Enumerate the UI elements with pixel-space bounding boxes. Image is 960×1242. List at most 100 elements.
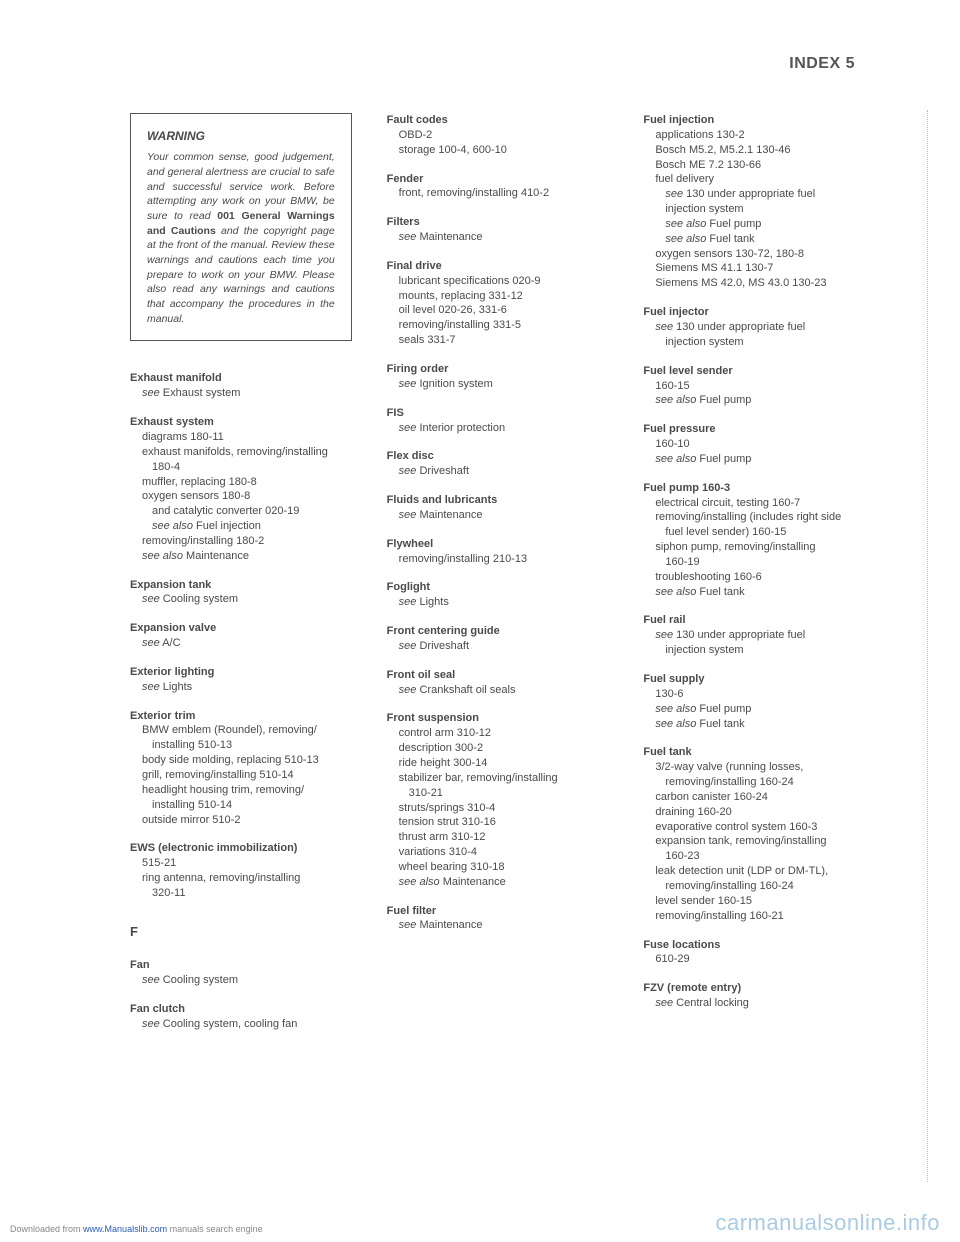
index-entry-line: struts/springs 310-4 bbox=[387, 801, 609, 816]
index-entry-line: see Lights bbox=[387, 595, 609, 610]
index-entry-line: see Maintenance bbox=[387, 508, 609, 523]
index-entry: Fenderfront, removing/installing 410-2 bbox=[387, 172, 609, 202]
index-entry: Front suspensioncontrol arm 310-12descri… bbox=[387, 711, 609, 889]
index-entry-line: diagrams 180-11 bbox=[130, 430, 352, 445]
index-see-target: Lights bbox=[160, 681, 192, 693]
index-entry-line: see Driveshaft bbox=[387, 639, 609, 654]
index-entry-title: Fuel pressure bbox=[643, 422, 865, 437]
index-entry-line: level sender 160-15 bbox=[643, 894, 865, 909]
index-see-ref: see bbox=[399, 422, 417, 434]
index-see-ref: see bbox=[142, 637, 160, 649]
index-entry-line: 130-6 bbox=[643, 687, 865, 702]
index-entry-line: installing 510-13 bbox=[130, 738, 352, 753]
index-entry-title: FIS bbox=[387, 406, 609, 421]
index-entry-line: see also Fuel pump bbox=[643, 452, 865, 467]
index-see-target: Driveshaft bbox=[416, 465, 469, 477]
index-entry: Filterssee Maintenance bbox=[387, 215, 609, 245]
index-see-ref: see bbox=[399, 684, 417, 696]
index-entry: Fuel pump 160-3electrical circuit, testi… bbox=[643, 481, 865, 600]
index-entry: FZV (remote entry)see Central locking bbox=[643, 981, 865, 1011]
index-see-target: 130 under appropriate fuel bbox=[673, 629, 805, 641]
index-entry-line: storage 100-4, 600-10 bbox=[387, 143, 609, 158]
index-see-ref: see also bbox=[655, 586, 696, 598]
index-see-ref: see bbox=[399, 919, 417, 931]
footer-text: Downloaded from www.Manualslib.com manua… bbox=[10, 1224, 263, 1234]
index-entry-line: see Crankshaft oil seals bbox=[387, 683, 609, 698]
watermark: carmanualsonline.info bbox=[715, 1210, 940, 1236]
index-see-target: Maintenance bbox=[416, 231, 482, 243]
index-entry-line: see Ignition system bbox=[387, 377, 609, 392]
index-entry: Fuel pressure160-10see also Fuel pump bbox=[643, 422, 865, 467]
index-entry-title: Flywheel bbox=[387, 537, 609, 552]
index-see-target: Lights bbox=[416, 596, 448, 608]
index-see-target: Fuel tank bbox=[696, 718, 744, 730]
index-entry-line: draining 160-20 bbox=[643, 805, 865, 820]
index-entry-title: Filters bbox=[387, 215, 609, 230]
index-entry-line: see 130 under appropriate fuel bbox=[643, 628, 865, 643]
index-entry-title: Fan bbox=[130, 958, 352, 973]
index-entry-title: Front suspension bbox=[387, 711, 609, 726]
index-entry-line: stabilizer bar, removing/installing bbox=[387, 771, 609, 786]
index-entry-line: see Cooling system bbox=[130, 592, 352, 607]
index-entry-title: EWS (electronic immobilization) bbox=[130, 841, 352, 856]
index-entry: Fuel injectorsee 130 under appropriate f… bbox=[643, 305, 865, 350]
index-see-target: 130 under appropriate fuel bbox=[683, 188, 815, 200]
index-entry-title: Front oil seal bbox=[387, 668, 609, 683]
index-entry-line: expansion tank, removing/installing bbox=[643, 834, 865, 849]
index-entry-line: oil level 020-26, 331-6 bbox=[387, 303, 609, 318]
index-entry-line: 160-23 bbox=[643, 849, 865, 864]
index-entry-line: 160-15 bbox=[643, 379, 865, 394]
footer-pre: Downloaded from bbox=[10, 1224, 83, 1234]
index-entry-line: lubricant specifications 020-9 bbox=[387, 274, 609, 289]
index-see-ref: see bbox=[655, 321, 673, 333]
index-entry-line: see Driveshaft bbox=[387, 464, 609, 479]
index-see-ref: see also bbox=[399, 876, 440, 888]
index-see-target: Fuel tank bbox=[706, 233, 754, 245]
index-entry: Exterior lightingsee Lights bbox=[130, 665, 352, 695]
index-entry-line: headlight housing trim, removing/ bbox=[130, 783, 352, 798]
index-entry-title: Exterior trim bbox=[130, 709, 352, 724]
index-see-ref: see bbox=[142, 593, 160, 605]
index-see-ref: see bbox=[142, 681, 160, 693]
index-see-target: Cooling system bbox=[160, 974, 238, 986]
index-entry-line: see Cooling system, cooling fan bbox=[130, 1017, 352, 1032]
index-see-ref: see also bbox=[152, 520, 193, 532]
index-see-target: Interior protection bbox=[416, 422, 505, 434]
footer-link[interactable]: www.Manualslib.com bbox=[83, 1224, 167, 1234]
index-see-target: Fuel tank bbox=[696, 586, 744, 598]
index-entry-title: Front centering guide bbox=[387, 624, 609, 639]
index-entry-title: Expansion valve bbox=[130, 621, 352, 636]
index-entry-line: control arm 310-12 bbox=[387, 726, 609, 741]
index-see-target: Exhaust system bbox=[160, 387, 241, 399]
index-entry-line: see also Fuel pump bbox=[643, 702, 865, 717]
index-see-target: Crankshaft oil seals bbox=[416, 684, 515, 696]
index-entry-line: outside mirror 510-2 bbox=[130, 813, 352, 828]
index-entry-line: variations 310-4 bbox=[387, 845, 609, 860]
index-entry-line: removing/installing 210-13 bbox=[387, 552, 609, 567]
page-edge-dots bbox=[927, 110, 928, 1182]
index-entry-line: carbon canister 160-24 bbox=[643, 790, 865, 805]
index-entry-line: thrust arm 310-12 bbox=[387, 830, 609, 845]
index-entry-title: Foglight bbox=[387, 580, 609, 595]
section-letter: F bbox=[130, 923, 352, 941]
footer-post: manuals search engine bbox=[167, 1224, 263, 1234]
index-entry-line: see also Maintenance bbox=[387, 875, 609, 890]
col1-f-entries: Fansee Cooling systemFan clutchsee Cooli… bbox=[130, 958, 352, 1031]
index-entry-line: 310-21 bbox=[387, 786, 609, 801]
index-columns: WARNING Your common sense, good judgemen… bbox=[130, 113, 865, 1046]
index-entry-title: Fuel pump 160-3 bbox=[643, 481, 865, 496]
index-entry-line: oxygen sensors 130-72, 180-8 bbox=[643, 247, 865, 262]
col3-entries: Fuel injectionapplications 130-2Bosch M5… bbox=[643, 113, 865, 1011]
index-see-target: Fuel pump bbox=[706, 218, 761, 230]
index-entry-line: see also Fuel pump bbox=[643, 393, 865, 408]
index-see-target: Cooling system, cooling fan bbox=[160, 1018, 298, 1030]
index-entry-line: tension strut 310-16 bbox=[387, 815, 609, 830]
index-entry: Expansion tanksee Cooling system bbox=[130, 578, 352, 608]
index-see-ref: see bbox=[399, 509, 417, 521]
index-entry-title: Fan clutch bbox=[130, 1002, 352, 1017]
index-see-target: Maintenance bbox=[440, 876, 506, 888]
index-see-target: Fuel injection bbox=[193, 520, 261, 532]
index-entry-line: removing/installing (includes right side bbox=[643, 510, 865, 525]
index-entry-line: removing/installing 160-24 bbox=[643, 879, 865, 894]
index-entry-line: see Maintenance bbox=[387, 230, 609, 245]
